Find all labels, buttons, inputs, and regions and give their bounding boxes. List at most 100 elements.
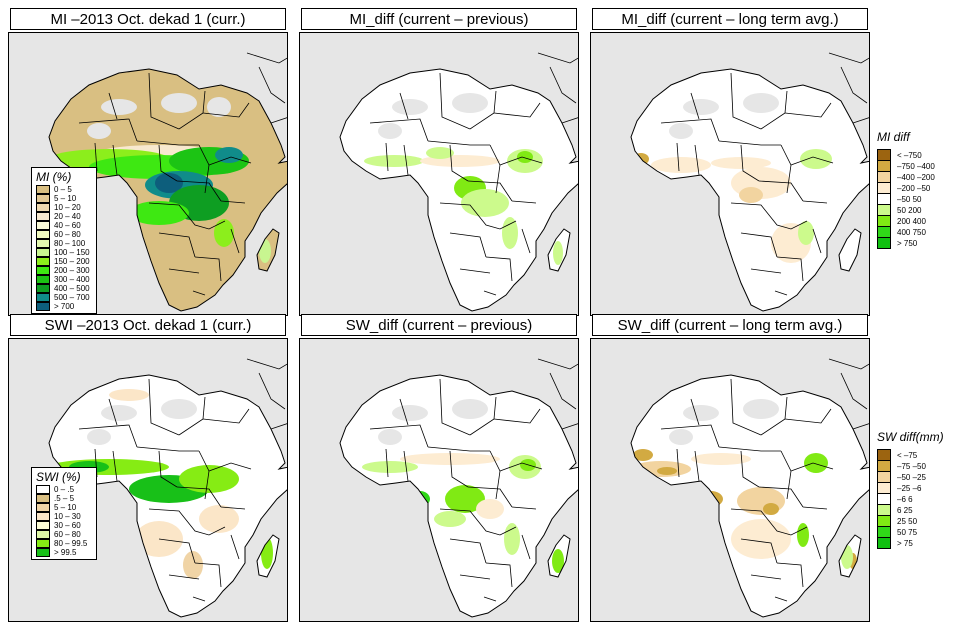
value-region: [434, 511, 466, 527]
legend-label: 5 – 10: [54, 194, 77, 203]
value-region: [657, 467, 677, 475]
legend-label: > 75: [897, 539, 913, 548]
country-border: [94, 142, 98, 172]
value-region: [426, 147, 454, 159]
value-region: [445, 485, 485, 513]
value-region: [743, 93, 779, 113]
sw-diff-legend: SW diff(mm) < –75 –75 –50 –50 –25 –25 –6 –6 …: [877, 430, 944, 549]
country-border: [802, 200, 828, 204]
value-region: [364, 155, 424, 167]
value-region: [763, 503, 779, 515]
value-region: [207, 97, 231, 117]
legend-label: –25 –6: [897, 484, 922, 493]
country-border: [399, 398, 409, 426]
legend-title: SWI (%): [36, 470, 81, 484]
legend-label: 400 – 500: [54, 284, 90, 293]
country-border: [758, 180, 804, 202]
country-border: [660, 424, 720, 448]
legend-label: 50 75: [897, 528, 918, 537]
legend-label: 500 – 700: [54, 293, 90, 302]
legend-label: 80 – 99.5: [54, 539, 88, 548]
border-line: [852, 117, 869, 124]
border-line: [852, 423, 869, 430]
legend-item: 10 – 20: [36, 202, 92, 212]
country-border: [780, 450, 834, 472]
legend-item: 60 – 80: [36, 229, 92, 239]
africa-map: [48, 358, 287, 618]
country-border: [786, 470, 792, 500]
country-border: [774, 290, 788, 296]
country-border: [730, 202, 808, 230]
border-line: [549, 372, 577, 410]
country-border: [493, 408, 541, 424]
legend-swatch: [36, 283, 50, 293]
country-border: [192, 596, 206, 602]
legend-swatch: [36, 511, 50, 521]
africa-map: [339, 358, 578, 618]
legend-label: 50 200: [897, 206, 922, 215]
value-region: [731, 519, 791, 559]
country-border: [439, 72, 471, 130]
country-border: [198, 450, 252, 472]
country-border: [758, 486, 804, 508]
country-border: [449, 144, 469, 182]
country-border: [439, 378, 471, 436]
country-border: [493, 102, 541, 118]
panel-title: MI_diff (current – long term avg.): [592, 8, 868, 30]
country-border: [136, 140, 199, 146]
value-region: [669, 429, 693, 445]
country-border: [148, 378, 180, 436]
country-border: [485, 562, 513, 588]
country-border: [168, 574, 200, 580]
legend-swatch: [36, 292, 50, 302]
legend-item: .5 – 5: [36, 493, 92, 503]
country-border: [176, 180, 222, 202]
country-border: [158, 232, 196, 258]
country-border: [78, 424, 138, 448]
country-border: [112, 450, 118, 482]
legend-item: 5 – 10: [36, 193, 92, 203]
legend-swatch: [36, 220, 50, 230]
legend-label: 10 – 20: [54, 203, 81, 212]
legend-swatch: [36, 493, 50, 503]
country-border: [449, 450, 469, 488]
value-region: [552, 549, 564, 573]
legend-label: 5 – 10: [54, 503, 77, 512]
border-line: [246, 52, 287, 64]
border-line: [828, 358, 869, 370]
value-region: [161, 399, 197, 419]
legend-label: 0 – 5: [54, 185, 72, 194]
country-border: [204, 164, 210, 194]
country-border: [780, 144, 834, 166]
country-border: [694, 144, 700, 176]
legend-swatch: [36, 538, 50, 548]
country-border: [136, 446, 199, 452]
country-border: [427, 446, 490, 452]
country-border: [459, 574, 491, 580]
legend-item: –75 –50: [877, 460, 944, 472]
border-line: [561, 117, 578, 124]
value-region: [179, 465, 239, 493]
legend-item: 10 – 30: [36, 511, 92, 521]
country-border: [690, 92, 700, 120]
legend-item: 200 400: [877, 215, 935, 227]
country-border: [467, 486, 513, 508]
value-region: [155, 173, 183, 193]
legend-item: 0 – .5: [36, 484, 92, 494]
value-region: [109, 389, 149, 401]
legend-label: –75 –50: [897, 462, 926, 471]
country-border: [204, 470, 210, 500]
country-border: [148, 202, 226, 230]
value-region: [800, 149, 832, 169]
value-region: [804, 453, 828, 473]
legend-item: > 750: [877, 237, 935, 249]
legend-label: –400 –200: [897, 173, 935, 182]
coastline: [630, 68, 869, 312]
country-border: [459, 268, 491, 274]
country-border: [194, 256, 222, 282]
legend-swatch: [36, 502, 50, 512]
country-border: [483, 290, 497, 296]
country-border: [776, 562, 804, 588]
